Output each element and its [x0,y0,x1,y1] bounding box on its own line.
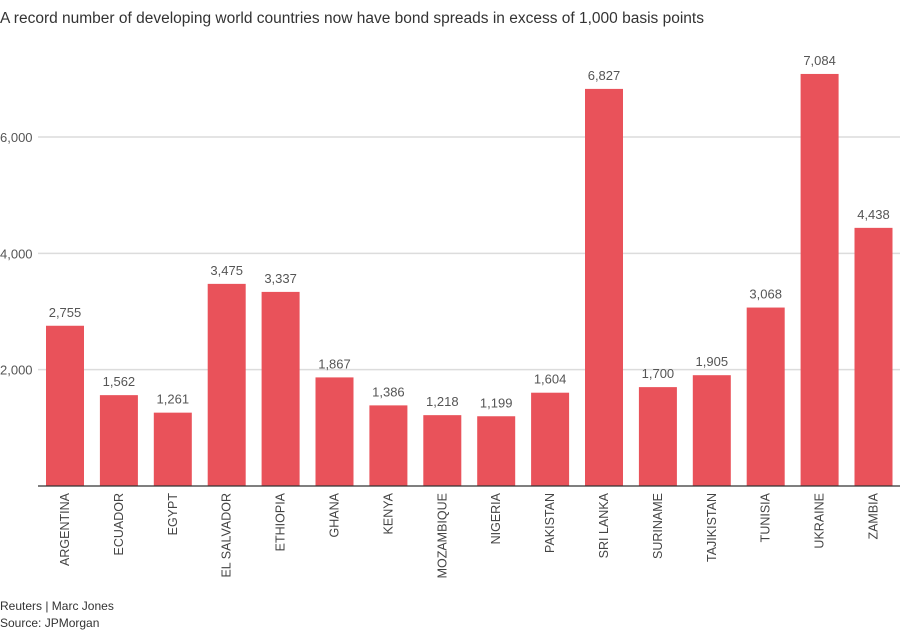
bar [207,283,246,486]
bar [531,392,570,486]
bar [423,415,462,486]
category-label: SRI LANKA [597,492,611,558]
source: Source: JPMorgan [0,616,100,630]
y-tick-label: 4,000 [0,246,33,261]
category-label: UKRAINE [813,493,827,549]
bar [692,375,731,486]
data-label: 1,867 [318,356,351,371]
category-label: KENYA [381,492,395,534]
category-label: NIGERIA [489,492,503,544]
category-label: MOZAMBIQUE [435,493,449,578]
data-label: 1,218 [426,394,459,409]
category-label: ZAMBIA [867,492,881,539]
y-tick-label: 2,000 [0,363,33,378]
category-label: ECUADOR [112,493,126,556]
data-label: 1,386 [372,384,405,399]
bar-chart: 2,000 4,000 6,000 2,755 ARGENTINA 1,562 ECUADO… [0,53,900,578]
bar [638,387,677,486]
category-label: TAJIKISTAN [705,493,719,562]
chart-title: A record number of developing world coun… [0,10,704,27]
bar [261,291,300,486]
category-label: GHANA [328,492,342,537]
data-label: 1,261 [157,392,190,407]
bar [46,325,84,486]
bar [800,73,839,487]
category-label: SURINAME [651,493,665,559]
data-label: 1,562 [103,374,136,389]
data-label: 3,475 [210,263,243,278]
data-label: 4,438 [857,207,890,222]
bar [369,405,408,486]
data-label: 3,068 [749,287,782,302]
category-label: PAKISTAN [543,493,557,553]
data-label: 1,604 [534,372,567,387]
data-label: 1,905 [696,354,729,369]
bar [153,412,192,486]
category-label: ETHIOPIA [274,492,288,551]
bar [315,377,354,486]
bar [585,88,623,486]
credit: Reuters | Marc Jones [0,599,114,613]
bar [854,227,893,487]
data-label: 6,827 [588,68,621,83]
data-label: 1,199 [480,395,513,410]
data-label: 3,337 [264,271,297,286]
data-label: 2,755 [49,305,82,320]
data-label: 7,084 [803,53,836,68]
y-tick-label: 6,000 [0,130,33,145]
bar [477,416,516,486]
category-label: EGYPT [166,493,180,536]
data-label: 1,700 [642,366,675,381]
category-label: EL SALVADOR [220,493,234,578]
bar [746,307,785,486]
category-label: TUNISIA [759,492,773,542]
category-label: ARGENTINA [58,492,72,566]
bar [99,395,138,486]
